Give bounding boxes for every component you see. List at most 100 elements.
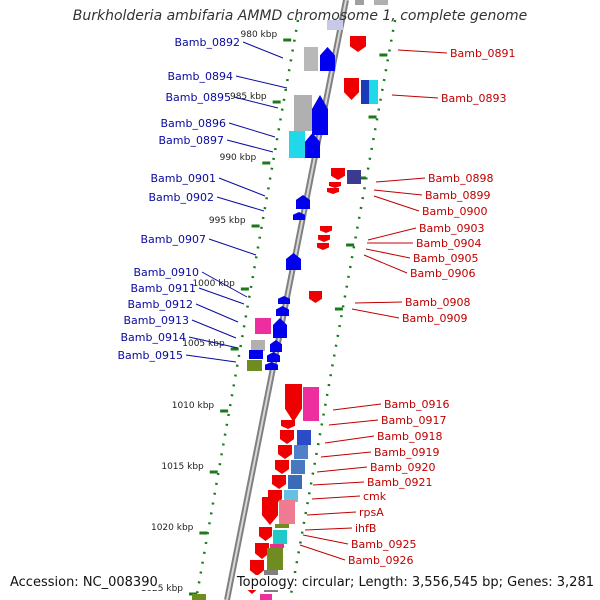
right-gene-label: Bamb_0908 — [405, 296, 470, 309]
left-gene-label: Bamb_0902 — [149, 191, 214, 204]
right-gene-label: Bamb_0903 — [419, 222, 484, 235]
left-leader-line — [235, 75, 288, 89]
kbp-tick-label: 1000 kbp — [192, 279, 235, 289]
gene-block — [374, 0, 388, 5]
right-leader-line — [363, 254, 408, 274]
right-gene-label: Bamb_0918 — [377, 430, 442, 443]
left-gene-label: Bamb_0901 — [151, 172, 216, 185]
right-gene-label: Bamb_0926 — [348, 554, 413, 567]
gene-block — [291, 460, 305, 474]
left-strand-dots — [194, 19, 300, 600]
gene-block — [304, 47, 318, 71]
right-gene-arrow — [275, 460, 289, 474]
right-gene-label: Bamb_0905 — [413, 252, 478, 265]
gene-block — [347, 170, 361, 184]
gene-block — [297, 430, 311, 445]
gene-block — [270, 544, 284, 548]
left-leader-line — [198, 287, 245, 305]
left-gene-label: Bamb_0897 — [159, 134, 224, 147]
right-gene-label: Bamb_0904 — [416, 237, 481, 250]
left-gene-label: Bamb_0894 — [168, 70, 233, 83]
gene-block — [260, 594, 272, 600]
left-gene-arrow — [286, 253, 301, 270]
right-gene-label: Bamb_0917 — [381, 414, 446, 427]
kbp-tick-label: 980 kbp — [241, 30, 278, 40]
right-leader-line — [328, 419, 379, 426]
gene-block — [303, 387, 319, 421]
right-gene-label: Bamb_0921 — [367, 476, 432, 489]
right-gene-arrow — [329, 182, 341, 188]
right-leader-line — [375, 177, 426, 183]
left-leader-line — [242, 41, 284, 59]
topology-label: Topology: circular; Length: 3,556,545 bp… — [236, 575, 594, 590]
right-gene-label: Bamb_0893 — [441, 92, 506, 105]
right-gene-label: cmk — [363, 490, 387, 503]
right-gene-label: Bamb_0906 — [410, 267, 475, 280]
left-leader-line — [216, 196, 265, 212]
right-leader-line — [312, 481, 365, 486]
kbp-tick-label: 985 kbp — [230, 92, 267, 102]
left-gene-label: Bamb_0907 — [141, 233, 206, 246]
left-leader-line — [228, 122, 276, 138]
right-leader-line — [373, 195, 420, 212]
right-gene-label: ihfB — [355, 522, 376, 535]
right-gene-label: Bamb_0900 — [422, 205, 487, 218]
gene-block — [361, 80, 369, 104]
right-gene-arrow — [285, 384, 302, 422]
gene-block — [273, 530, 287, 544]
left-leader-line — [208, 238, 257, 256]
kbp-tick-label: 1015 kbp — [161, 462, 204, 472]
left-gene-arrow — [305, 133, 320, 158]
right-gene-label: Bamb_0920 — [370, 461, 435, 474]
right-gene-arrow — [327, 188, 339, 194]
right-gene-arrow — [250, 560, 264, 576]
right-gene-label: Bamb_0899 — [425, 189, 490, 202]
right-gene-arrow — [317, 243, 329, 250]
gene-block — [279, 500, 295, 524]
left-gene-label: Bamb_0892 — [175, 36, 240, 49]
left-leader-line — [188, 336, 239, 349]
right-gene-arrow — [262, 497, 278, 525]
right-leader-line — [332, 403, 382, 411]
right-gene-label: Bamb_0898 — [428, 172, 493, 185]
left-gene-label: Bamb_0912 — [128, 298, 193, 311]
left-gene-arrow — [265, 362, 278, 370]
left-leader-line — [226, 139, 274, 153]
left-leader-line — [201, 271, 248, 298]
right-gene-arrow — [281, 420, 295, 429]
right-leader-line — [302, 534, 349, 545]
right-gene-label: Bamb_0891 — [450, 47, 515, 60]
accession-label: Accession: NC_008390 — [10, 575, 158, 590]
gene-block — [327, 20, 343, 30]
gene-block — [251, 340, 265, 351]
right-gene-arrow — [344, 78, 359, 100]
right-gene-arrow — [350, 36, 366, 52]
right-leader-line — [351, 308, 400, 319]
right-gene-arrow — [278, 445, 292, 459]
gene-block — [294, 445, 308, 459]
gene-block — [369, 80, 378, 104]
kbp-tick-label: 990 kbp — [220, 153, 257, 163]
gene-block — [289, 131, 305, 158]
left-leader-line — [185, 354, 237, 363]
right-leader-line — [306, 511, 357, 516]
gene-block — [267, 548, 283, 570]
left-gene-label: Bamb_0896 — [161, 117, 226, 130]
right-gene-arrow — [309, 291, 322, 303]
gene-block — [284, 490, 298, 502]
left-gene-label: Bamb_0914 — [121, 331, 186, 344]
left-gene-label: Bamb_0913 — [124, 314, 189, 327]
left-gene-arrow — [312, 95, 328, 135]
right-gene-arrow — [280, 430, 294, 444]
gene-block — [255, 318, 271, 334]
gene-block — [355, 0, 364, 5]
right-gene-arrow — [318, 235, 330, 242]
right-gene-arrow — [320, 226, 332, 233]
right-gene-arrow — [255, 543, 269, 559]
left-gene-label: Bamb_0895 — [166, 91, 231, 104]
right-gene-arrow — [331, 168, 345, 180]
kbp-tick-label: 1005 kbp — [182, 339, 225, 349]
left-gene-arrow — [278, 296, 290, 304]
gene-block — [247, 360, 262, 371]
